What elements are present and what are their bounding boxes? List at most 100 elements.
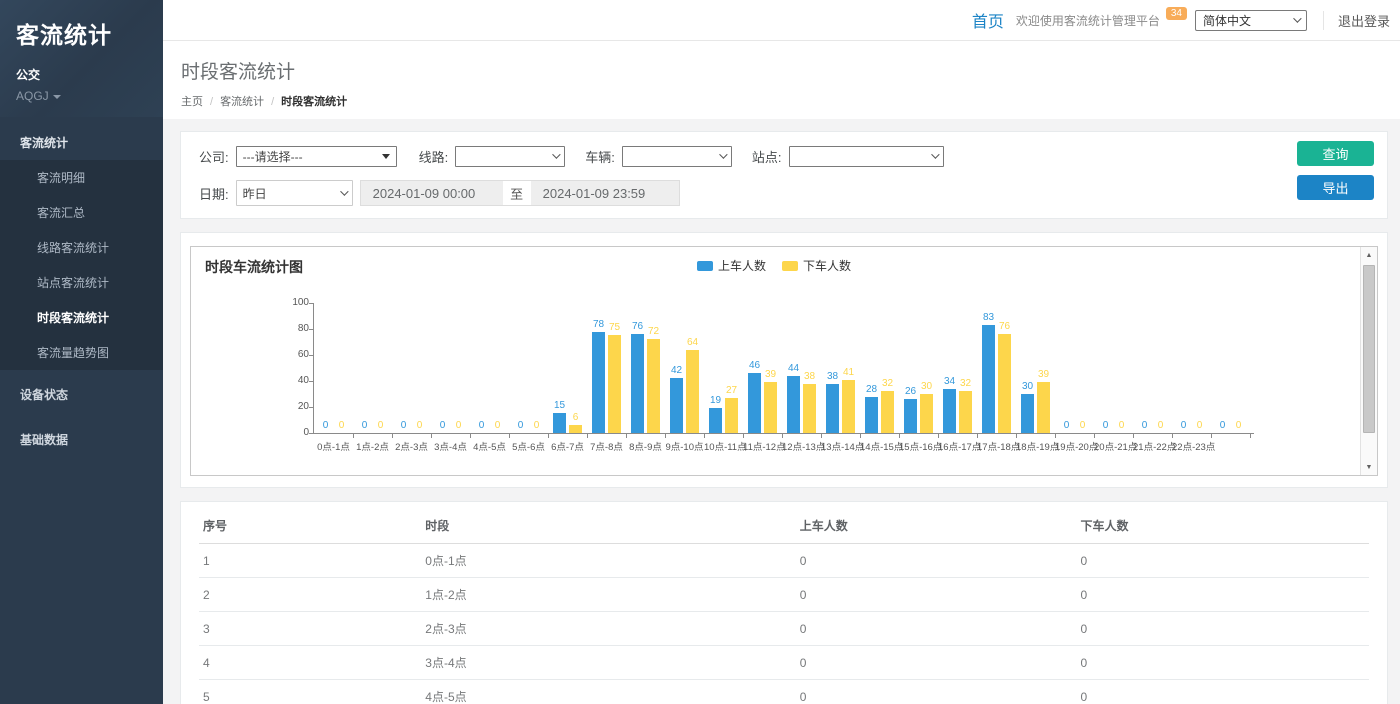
breadcrumb-item-home[interactable]: 主页 [181,96,203,108]
x-axis-label: 19点-20点 [1055,439,1094,453]
date-preset-select[interactable]: 昨日 [236,180,353,206]
sidebar-item-站点客流统计[interactable]: 站点客流统计 [0,265,163,300]
bar-group: 4264 [665,303,704,433]
table-row: 21点-2点00 [199,578,1369,612]
bar-group: 156 [548,303,587,433]
sidebar-item-设备状态[interactable]: 设备状态 [0,374,163,415]
bar-alighting [842,380,855,433]
station-filter-label: 站点: [752,147,782,166]
table-cell: 0 [1076,680,1369,704]
bar-group: 00 [1133,303,1172,433]
y-axis-tick-label: 100 [275,297,309,308]
x-axis-tick [665,434,666,438]
table-row: 10点-1点00 [199,544,1369,578]
x-axis-label: 9点-10点 [665,439,704,453]
table-header-row: 序号时段上车人数下车人数 [199,506,1369,544]
chart-scrollbar[interactable]: ▲ ▼ [1360,247,1377,475]
x-axis-tick [392,434,393,438]
breadcrumb-item-current: 时段客流统计 [281,96,347,108]
table-cell: 1点-2点 [421,578,795,612]
company-select[interactable]: ---请选择--- [236,146,397,167]
x-axis-label: 2点-3点 [392,439,431,453]
sidebar: 客流统计 公交 AQGJ 客流统计 客流明细客流汇总线路客流统计站点客流统计时段… [0,0,163,704]
scrollbar-thumb[interactable] [1363,265,1375,433]
filter-panel: 公司: ---请选择--- 线路: 车辆: 站点: [180,131,1388,219]
topbar: 首页 欢迎使用客流统计管理平台 34 简体中文 退出登录 [163,0,1400,41]
bar-alighting [569,425,582,433]
sidebar-item-passenger-stats[interactable]: 客流统计 [0,125,163,160]
sidebar-item-客流明细[interactable]: 客流明细 [0,160,163,195]
y-axis-tick-label: 20 [275,401,309,412]
bar-group: 00 [470,303,509,433]
app-logo: 客流统计 [16,16,147,50]
bar-group: 00 [353,303,392,433]
home-link[interactable]: 首页 [972,8,1004,32]
table-panel: 序号时段上车人数下车人数 10点-1点0021点-2点0032点-3点0043点… [180,501,1388,704]
bar-group: 7875 [587,303,626,433]
bar-group: 1927 [704,303,743,433]
line-filter-label: 线路: [419,147,449,166]
scroll-down-icon[interactable]: ▼ [1361,459,1377,475]
bar-boarding [748,373,761,433]
value-label: 15 [545,400,575,411]
table-cell: 0 [1076,612,1369,646]
x-axis-tick [1211,434,1212,438]
export-button[interactable]: 导出 [1297,175,1374,200]
line-select[interactable] [455,146,565,167]
bar-group: 00 [509,303,548,433]
breadcrumb-item-stats[interactable]: 客流统计 [220,96,264,108]
filter-row-2: 日期: 昨日 2024-01-09 00:00 至 2024-01-09 23:… [199,180,1375,206]
vehicle-select[interactable] [622,146,732,167]
table-cell: 0 [796,578,1077,612]
sidebar-item-时段客流统计[interactable]: 时段客流统计 [0,300,163,335]
language-select[interactable]: 简体中文 [1195,10,1307,31]
sidebar-item-基础数据[interactable]: 基础数据 [0,419,163,460]
station-select[interactable] [789,146,944,167]
content-area: 公司: ---请选择--- 线路: 车辆: 站点: [163,119,1400,704]
value-label: 39 [1029,369,1059,380]
bar-group: 3039 [1016,303,1055,433]
sidebar-item-线路客流统计[interactable]: 线路客流统计 [0,230,163,265]
sidebar-item-客流量趋势图[interactable]: 客流量趋势图 [0,335,163,370]
scroll-up-icon[interactable]: ▲ [1361,247,1377,263]
query-button[interactable]: 查询 [1297,141,1374,166]
table-cell: 3点-4点 [421,646,795,680]
chart-legend: 上车人数 下车人数 [191,257,1357,274]
bar-group: 4639 [743,303,782,433]
bar-boarding [592,332,605,433]
x-axis-tick [1133,434,1134,438]
date-start-input[interactable]: 2024-01-09 00:00 [360,180,503,206]
bar-alighting [881,391,894,433]
table-cell: 4 [199,646,421,680]
x-axis-label: 17点-18点 [977,439,1016,453]
data-table: 序号时段上车人数下车人数 10点-1点0021点-2点0032点-3点0043点… [199,506,1369,704]
bar-boarding [670,378,683,433]
account-dropdown[interactable]: AQGJ [16,89,147,103]
x-axis-tick [509,434,510,438]
x-axis-tick [431,434,432,438]
date-end-input[interactable]: 2024-01-09 23:59 [531,180,680,206]
sidebar-item-客流汇总[interactable]: 客流汇总 [0,195,163,230]
table-cell: 5 [199,680,421,704]
bar-group: 8376 [977,303,1016,433]
x-axis-label: 14点-15点 [860,439,899,453]
bar-group: 7672 [626,303,665,433]
legend-item-下车人数[interactable]: 下车人数 [782,257,851,274]
x-axis-tick [821,434,822,438]
legend-item-上车人数[interactable]: 上车人数 [697,257,766,274]
bar-group: 3432 [938,303,977,433]
filter-row-1: 公司: ---请选择--- 线路: 车辆: 站点: [199,144,1375,168]
breadcrumb: 主页/客流统计/时段客流统计 [181,93,1400,109]
bar-group: 00 [392,303,431,433]
table-row: 43点-4点00 [199,646,1369,680]
bar-alighting [803,384,816,433]
legend-label: 下车人数 [803,257,851,274]
bar-group: 2832 [860,303,899,433]
table-row: 32点-3点00 [199,612,1369,646]
legend-swatch-下车人数 [782,261,798,271]
y-axis-tick-label: 80 [275,323,309,334]
table-cell: 3 [199,612,421,646]
x-axis-label: 0点-1点 [314,439,353,453]
x-axis-label: 7点-8点 [587,439,626,453]
logout-link[interactable]: 退出登录 [1323,11,1390,30]
